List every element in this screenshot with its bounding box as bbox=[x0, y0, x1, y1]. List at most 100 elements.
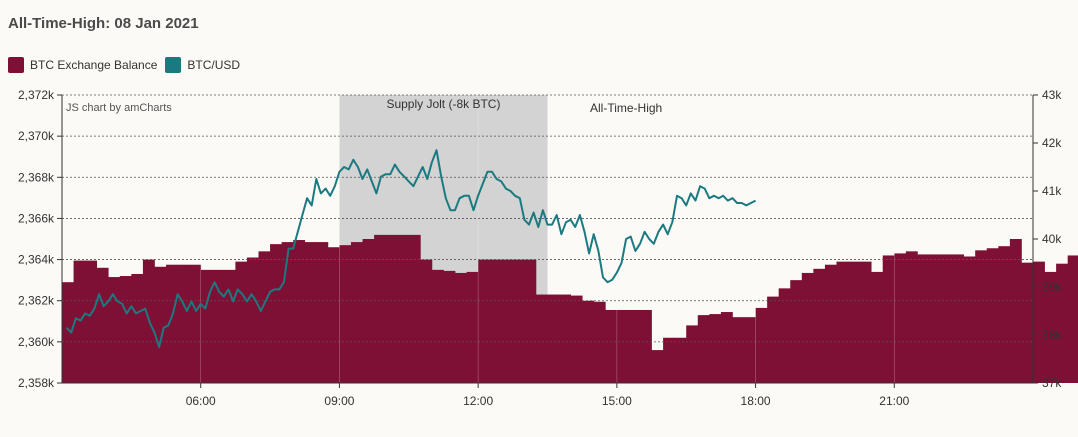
bar-exchange-balance bbox=[732, 317, 745, 383]
bar-exchange-balance bbox=[848, 261, 860, 383]
bar-exchange-balance bbox=[813, 268, 826, 383]
x-axis-tick-label: 21:00 bbox=[879, 394, 909, 408]
bar-exchange-balance bbox=[200, 269, 213, 383]
bar-exchange-balance bbox=[998, 246, 1011, 383]
right-axis-tick-label: 39k bbox=[1042, 280, 1062, 294]
bar-exchange-balance bbox=[952, 254, 964, 383]
bar-exchange-balance bbox=[674, 337, 687, 383]
bar-exchange-balance bbox=[62, 282, 74, 383]
bar-exchange-balance bbox=[385, 234, 398, 383]
bar-exchange-balance bbox=[281, 242, 294, 383]
line-btc-usd bbox=[65, 149, 757, 348]
bar-exchange-balance bbox=[443, 270, 456, 383]
bar-exchange-balance bbox=[917, 254, 930, 383]
bar-exchange-balance bbox=[223, 269, 236, 383]
bar-exchange-balance bbox=[767, 296, 780, 383]
bar-exchange-balance bbox=[108, 277, 121, 383]
bar-exchange-balance bbox=[478, 259, 491, 383]
bar-exchange-balance bbox=[1009, 239, 1022, 383]
left-axis-tick-label: 2,362k bbox=[18, 294, 55, 308]
left-axis-tick-label: 2,372k bbox=[18, 88, 55, 102]
bar-exchange-balance bbox=[824, 264, 837, 383]
right-axis-tick-label: 42k bbox=[1042, 136, 1062, 150]
bar-exchange-balance bbox=[744, 317, 756, 383]
right-axis-tick-label: 37k bbox=[1042, 376, 1062, 390]
bar-exchange-balance bbox=[882, 255, 895, 383]
left-axis-tick-label: 2,358k bbox=[18, 376, 55, 390]
bar-exchange-balance bbox=[975, 250, 988, 383]
bar-exchange-balance bbox=[270, 244, 282, 383]
bar-exchange-balance bbox=[339, 245, 352, 383]
left-axis-tick-label: 2,366k bbox=[18, 211, 55, 225]
legend: BTC Exchange Balance BTC/USD bbox=[8, 57, 248, 73]
bar-exchange-balance bbox=[501, 259, 514, 383]
bar-exchange-balance bbox=[293, 240, 306, 383]
bar-exchange-balance bbox=[189, 264, 202, 383]
legend-item-btc-usd[interactable]: BTC/USD bbox=[165, 57, 240, 73]
legend-label-exchange-balance: BTC Exchange Balance bbox=[30, 58, 158, 72]
right-axis-tick-label: 38k bbox=[1042, 328, 1062, 342]
x-axis-tick-label: 09:00 bbox=[324, 394, 354, 408]
bar-exchange-balance bbox=[166, 264, 178, 383]
bar-exchange-balance bbox=[327, 247, 340, 383]
bar-exchange-balance bbox=[871, 271, 884, 383]
bar-exchange-balance bbox=[801, 272, 814, 383]
x-axis-tick-label: 18:00 bbox=[741, 394, 771, 408]
bar-exchange-balance bbox=[350, 242, 363, 383]
bar-exchange-balance bbox=[524, 259, 537, 383]
bar-exchange-balance bbox=[720, 312, 733, 383]
bar-exchange-balance bbox=[790, 280, 803, 383]
bar-exchange-balance bbox=[304, 242, 317, 383]
right-axis-tick-label: 43k bbox=[1042, 88, 1062, 102]
bar-exchange-balance bbox=[212, 269, 225, 383]
bar-exchange-balance bbox=[489, 259, 502, 383]
bar-exchange-balance bbox=[628, 309, 641, 383]
bar-exchange-balance bbox=[154, 266, 167, 383]
bar-exchange-balance bbox=[986, 248, 999, 383]
left-axis-tick-label: 2,368k bbox=[18, 170, 55, 184]
left-axis-tick-label: 2,360k bbox=[18, 335, 55, 349]
legend-swatch-exchange-balance bbox=[8, 57, 24, 73]
bar-exchange-balance bbox=[859, 261, 872, 383]
bar-exchange-balance bbox=[928, 254, 941, 383]
bar-exchange-balance bbox=[663, 337, 676, 383]
bar-exchange-balance bbox=[177, 264, 190, 383]
bar-exchange-balance bbox=[408, 234, 421, 383]
bar-exchange-balance bbox=[547, 294, 560, 383]
bar-exchange-balance bbox=[605, 309, 618, 383]
bar-exchange-balance bbox=[836, 261, 849, 383]
x-axis-tick-label: 12:00 bbox=[463, 394, 493, 408]
bar-exchange-balance bbox=[131, 273, 144, 383]
bar-exchange-balance bbox=[119, 276, 132, 383]
bar-exchange-balance bbox=[316, 242, 329, 383]
bar-exchange-balance bbox=[593, 301, 606, 383]
bar-exchange-balance bbox=[246, 257, 259, 383]
bar-exchange-balance bbox=[96, 267, 109, 383]
bar-exchange-balance bbox=[535, 294, 548, 383]
bar-exchange-balance bbox=[455, 272, 467, 383]
bar-exchange-balance bbox=[362, 239, 375, 383]
x-axis-tick-label: 15:00 bbox=[602, 394, 632, 408]
bar-exchange-balance bbox=[778, 288, 791, 383]
bar-exchange-balance bbox=[73, 260, 86, 383]
chart-title: All-Time-High: 08 Jan 2021 bbox=[8, 15, 199, 32]
bar-exchange-balance bbox=[258, 251, 271, 383]
bar-exchange-balance bbox=[616, 309, 629, 383]
bar-exchange-balance bbox=[686, 325, 699, 383]
bar-exchange-balance bbox=[1067, 255, 1078, 383]
bar-exchange-balance bbox=[235, 261, 248, 383]
legend-label-btc-usd: BTC/USD bbox=[187, 58, 241, 72]
bar-exchange-balance bbox=[1056, 263, 1069, 383]
legend-swatch-btc-usd bbox=[165, 57, 182, 73]
bar-exchange-balance bbox=[1044, 271, 1057, 383]
bar-exchange-balance bbox=[559, 294, 571, 383]
bar-exchange-balance bbox=[570, 295, 583, 383]
bar-exchange-balance bbox=[905, 251, 918, 383]
bar-exchange-balance bbox=[940, 254, 953, 383]
bar-exchange-balance bbox=[963, 256, 976, 383]
legend-item-exchange-balance[interactable]: BTC Exchange Balance bbox=[8, 57, 157, 73]
bar-exchange-balance bbox=[639, 309, 652, 383]
bar-exchange-balance bbox=[466, 271, 479, 383]
annotation-all-time-high: All-Time-High bbox=[590, 101, 662, 115]
